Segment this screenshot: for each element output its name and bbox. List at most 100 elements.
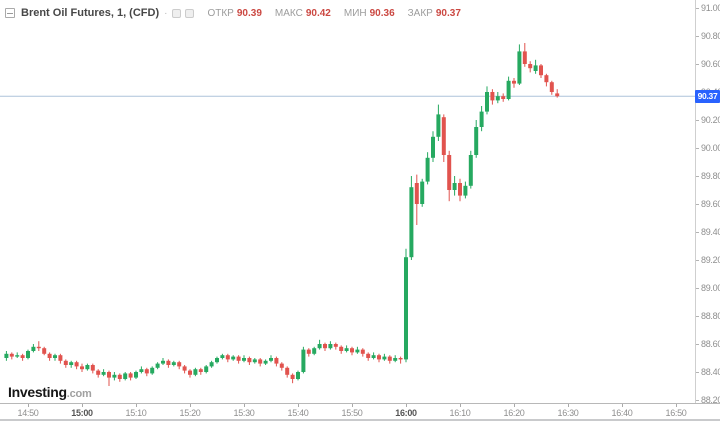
candle [544, 75, 549, 83]
price-tick: 89.60 [696, 199, 720, 209]
time-tick-mark [460, 404, 461, 407]
candle [42, 348, 47, 354]
legend-action-icon[interactable] [185, 8, 195, 18]
price-tick: 90.80 [696, 31, 720, 41]
candle [15, 355, 20, 357]
candle [220, 355, 225, 358]
candle [549, 82, 554, 92]
candle [501, 96, 506, 99]
price-tick: 88.60 [696, 339, 720, 349]
time-tick-label: 15:50 [341, 408, 363, 418]
candle [312, 348, 317, 354]
time-tick-label: 15:20 [179, 408, 201, 418]
candle [296, 372, 300, 379]
time-tick-label: 16:00 [395, 408, 417, 418]
logo-brand-text: Investing [8, 384, 67, 400]
investing-logo[interactable]: Investing .com [8, 384, 92, 400]
candle [420, 181, 425, 204]
candle [414, 183, 419, 204]
candle [393, 358, 398, 361]
candle [128, 373, 133, 378]
candle [58, 355, 63, 361]
candle [161, 360, 165, 364]
candle [144, 369, 149, 374]
candle [506, 80, 511, 99]
high-value: 90.42 [305, 7, 331, 19]
candle [139, 369, 144, 372]
candle [171, 362, 176, 365]
candle [522, 51, 527, 64]
candle [528, 64, 533, 69]
price-tick: 89.00 [696, 283, 720, 293]
time-tick-mark [676, 404, 677, 407]
ohlc-low: МИН 90.36 [344, 8, 395, 19]
candle [198, 369, 203, 372]
candle [517, 51, 522, 84]
price-tick: 90.20 [696, 115, 720, 125]
candle [258, 359, 263, 364]
candle [377, 355, 381, 360]
candle [355, 349, 360, 353]
candle [20, 355, 25, 358]
candle [231, 356, 236, 360]
candle [26, 351, 30, 358]
candle [242, 358, 246, 361]
candle [134, 372, 138, 378]
time-tick-mark [136, 404, 137, 407]
legend-action-icon[interactable] [172, 8, 182, 18]
high-label: МАКС [274, 7, 303, 19]
candle [339, 346, 344, 351]
candle [360, 349, 365, 354]
open-value: 90.39 [236, 7, 262, 19]
chart-pane[interactable] [0, 0, 695, 403]
price-tick: 89.40 [696, 227, 720, 237]
time-tick-label: 16:30 [557, 408, 579, 418]
candle [463, 185, 468, 196]
time-tick-mark [190, 404, 191, 407]
candle [215, 358, 219, 363]
candle [247, 358, 252, 363]
close-label: ЗАКР [407, 7, 433, 19]
candle [512, 80, 516, 84]
candle [333, 344, 338, 347]
candle [436, 114, 441, 137]
time-tick-mark [406, 404, 407, 407]
candle [425, 157, 430, 182]
candle [263, 360, 268, 364]
candle [452, 183, 457, 190]
price-axis[interactable]: 91.0090.8090.6090.4090.2090.0089.8089.60… [695, 0, 720, 405]
time-tick-mark [82, 404, 83, 407]
candle [63, 360, 68, 365]
time-tick-label: 15:40 [287, 408, 309, 418]
candle [387, 356, 392, 361]
price-tick: 89.80 [696, 171, 720, 181]
time-tick-mark [622, 404, 623, 407]
candle [193, 369, 198, 375]
candle [306, 349, 311, 354]
time-axis[interactable]: 14:50 15:00 15:10 15:20 15:30 15:40 15:50 16:00… [0, 403, 720, 419]
close-value: 90.37 [435, 7, 461, 19]
candle [53, 355, 57, 358]
candle [409, 187, 414, 258]
candle [182, 366, 187, 371]
candle [274, 358, 279, 364]
candle [431, 136, 435, 158]
collapse-legend-icon[interactable] [5, 8, 15, 18]
candle [85, 365, 90, 370]
candle [495, 96, 500, 101]
candle [69, 362, 74, 365]
price-tick: 91.00 [696, 3, 720, 13]
candle [225, 355, 230, 360]
price-tick: 90.60 [696, 59, 720, 69]
candle [155, 363, 160, 368]
ohlc-high: МАКС 90.42 [275, 8, 331, 19]
candle [204, 366, 209, 372]
candle [279, 363, 284, 368]
time-tick-label: 16:40 [611, 408, 633, 418]
candle [301, 349, 306, 372]
candle [166, 360, 171, 365]
time-tick-mark [514, 404, 515, 407]
symbol-title: Brent Oil Futures, 1, (CFD) [21, 7, 160, 19]
price-tick: 88.20 [696, 395, 720, 405]
